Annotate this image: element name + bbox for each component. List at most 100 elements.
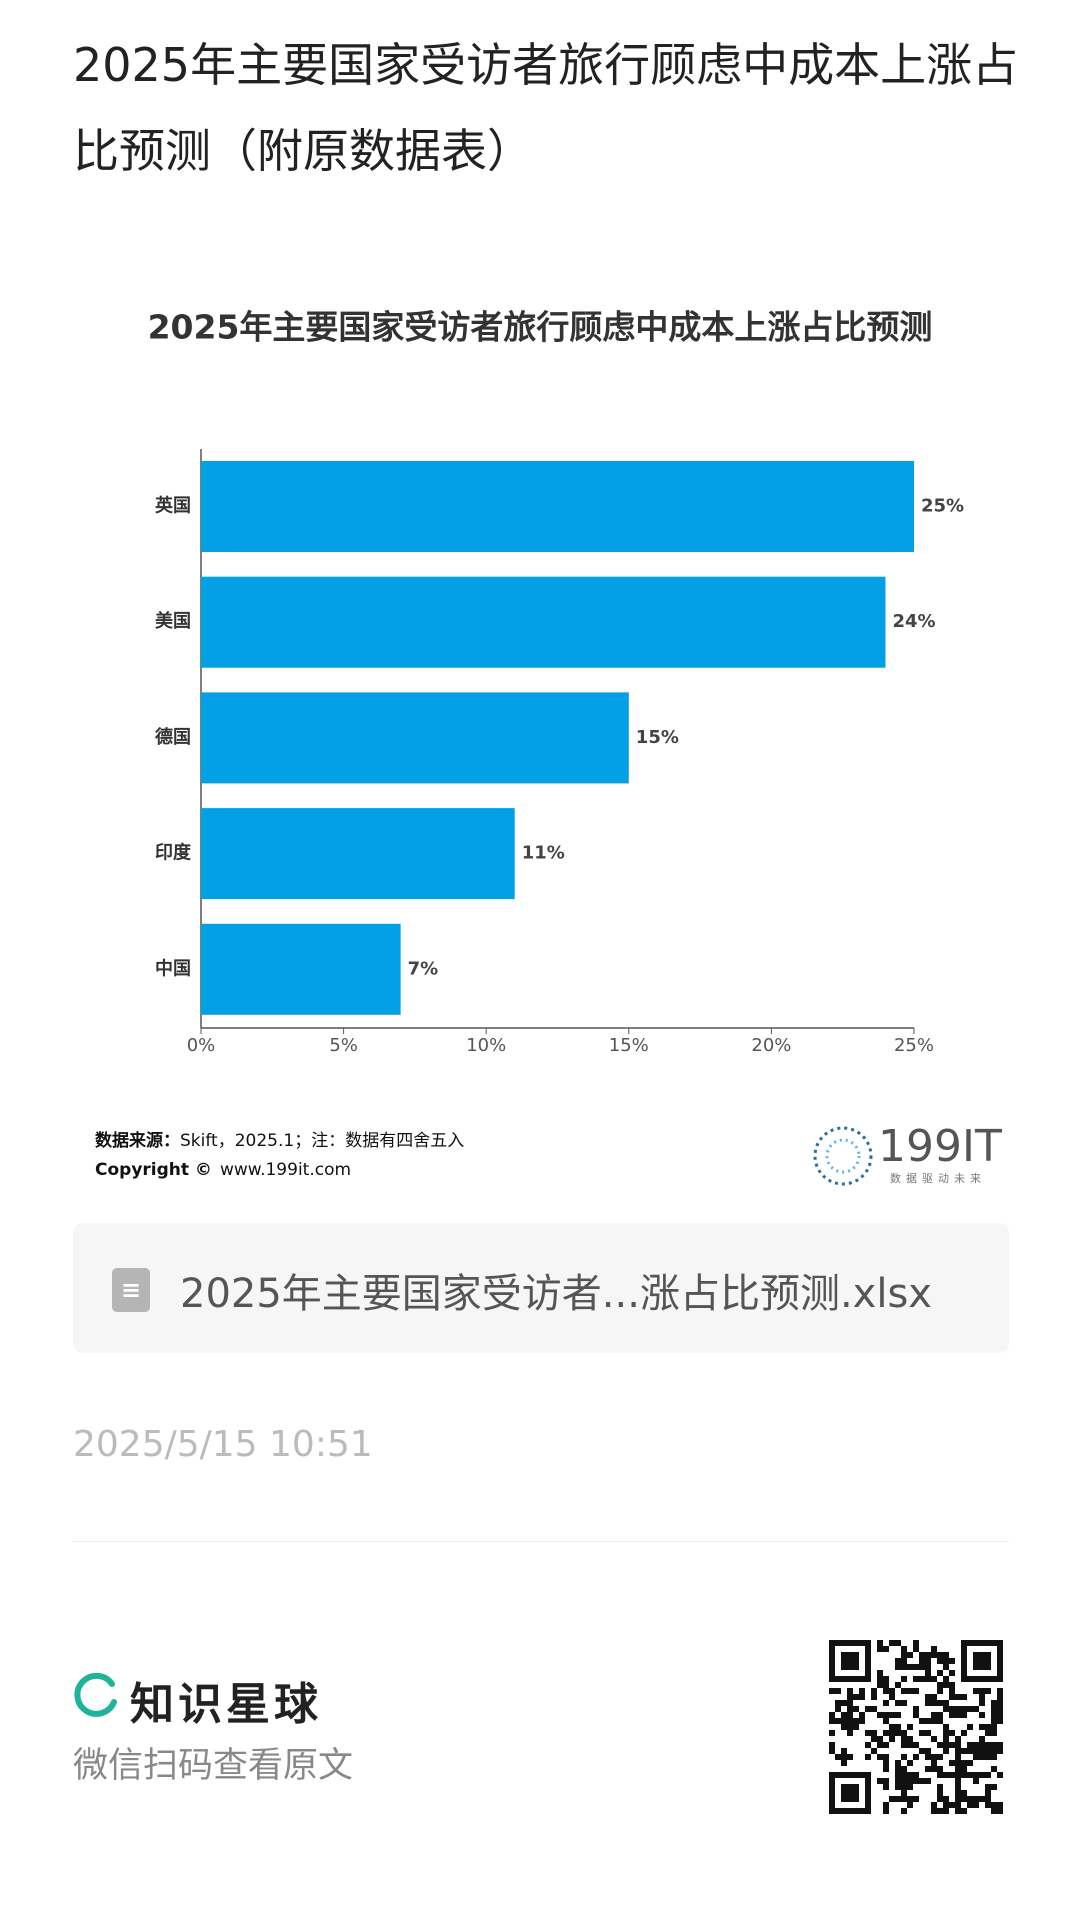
qr-module <box>883 1682 889 1688</box>
qr-module <box>919 1652 925 1658</box>
qr-module <box>991 1766 997 1772</box>
qr-module <box>973 1796 979 1802</box>
qr-code[interactable] <box>829 1640 1003 1814</box>
qr-module <box>931 1808 937 1814</box>
qr-module <box>949 1658 955 1664</box>
qr-module <box>937 1742 943 1748</box>
qr-module <box>907 1688 913 1694</box>
qr-module <box>907 1760 913 1766</box>
qr-module <box>931 1694 937 1700</box>
qr-module <box>991 1700 997 1706</box>
qr-module <box>985 1742 991 1748</box>
qr-module <box>997 1748 1003 1754</box>
qr-module <box>991 1802 997 1808</box>
qr-module <box>943 1748 949 1754</box>
qr-module <box>841 1760 847 1766</box>
qr-module <box>889 1688 895 1694</box>
x-tick-label: 15% <box>609 1035 649 1056</box>
qr-module <box>925 1676 931 1682</box>
qr-module <box>865 1754 871 1760</box>
qr-module <box>955 1778 961 1784</box>
qr-module <box>955 1790 961 1796</box>
qr-module <box>931 1646 937 1652</box>
qr-module <box>997 1706 1003 1712</box>
qr-module <box>901 1784 907 1790</box>
qr-module <box>895 1784 901 1790</box>
qr-module <box>883 1712 889 1718</box>
qr-module <box>943 1772 949 1778</box>
qr-module <box>991 1724 997 1730</box>
qr-module <box>907 1778 913 1784</box>
qr-module <box>883 1688 889 1694</box>
qr-module <box>949 1772 955 1778</box>
qr-module <box>979 1742 985 1748</box>
qr-module <box>943 1736 949 1742</box>
qr-module <box>889 1724 895 1730</box>
qr-module <box>835 1688 841 1694</box>
qr-module <box>847 1754 853 1760</box>
qr-module <box>901 1766 907 1772</box>
qr-module <box>943 1796 949 1802</box>
qr-module <box>829 1718 835 1724</box>
x-tick-label: 5% <box>329 1035 358 1056</box>
qr-module <box>853 1706 859 1712</box>
logo-mark <box>825 1138 861 1174</box>
source-value: Skift，2025.1；注：数据有四舍五入 <box>180 1131 464 1151</box>
qr-module <box>979 1724 985 1730</box>
qr-module <box>955 1754 961 1760</box>
qr-module <box>985 1754 991 1760</box>
qr-module <box>985 1790 991 1796</box>
qr-module <box>949 1706 955 1712</box>
logo-slogan: 数据驱动未来 <box>890 1171 986 1185</box>
qr-module <box>919 1730 925 1736</box>
qr-module <box>967 1706 973 1712</box>
qr-module <box>931 1676 937 1682</box>
qr-module <box>871 1688 877 1694</box>
qr-module <box>847 1718 853 1724</box>
file-name[interactable]: 2025年主要国家受访者...涨占比预测.xlsx <box>180 1271 932 1317</box>
qr-module <box>919 1748 925 1754</box>
qr-module <box>979 1736 985 1742</box>
y-tick-label: 德国 <box>155 726 191 748</box>
qr-module <box>991 1706 997 1712</box>
qr-module <box>955 1736 961 1742</box>
qr-module <box>943 1652 949 1658</box>
qr-module <box>895 1712 901 1718</box>
qr-module <box>973 1754 979 1760</box>
qr-module <box>997 1718 1003 1724</box>
qr-module <box>883 1730 889 1736</box>
qr-module <box>943 1724 949 1730</box>
brand: 知识星球 <box>130 1679 322 1730</box>
qr-module <box>901 1676 907 1682</box>
qr-module <box>979 1748 985 1754</box>
qr-module <box>967 1742 973 1748</box>
qr-module <box>973 1688 979 1694</box>
qr-module <box>889 1712 895 1718</box>
qr-module <box>829 1712 835 1718</box>
qr-module <box>961 1694 967 1700</box>
qr-module <box>955 1706 961 1712</box>
qr-module <box>991 1754 997 1760</box>
qr-module <box>871 1730 877 1736</box>
qr-module <box>913 1754 919 1760</box>
qr-module <box>931 1652 937 1658</box>
qr-module <box>985 1802 991 1808</box>
qr-module <box>913 1688 919 1694</box>
qr-module <box>925 1778 931 1784</box>
qr-module <box>967 1772 973 1778</box>
qr-module <box>859 1712 865 1718</box>
qr-module <box>937 1682 943 1688</box>
qr-module <box>955 1772 961 1778</box>
qr-module <box>943 1676 949 1682</box>
qr-module <box>973 1802 979 1808</box>
qr-module <box>943 1700 949 1706</box>
attachment-card[interactable]: ≡ 2025年主要国家受访者...涨占比预测.xlsx <box>73 1223 1009 1353</box>
qr-module <box>925 1748 931 1754</box>
qr-module <box>961 1790 967 1796</box>
qr-module <box>991 1784 997 1790</box>
qr-module <box>847 1712 853 1718</box>
brand-icon-arc <box>74 1672 117 1717</box>
qr-module <box>931 1718 937 1724</box>
qr-module <box>955 1802 961 1808</box>
